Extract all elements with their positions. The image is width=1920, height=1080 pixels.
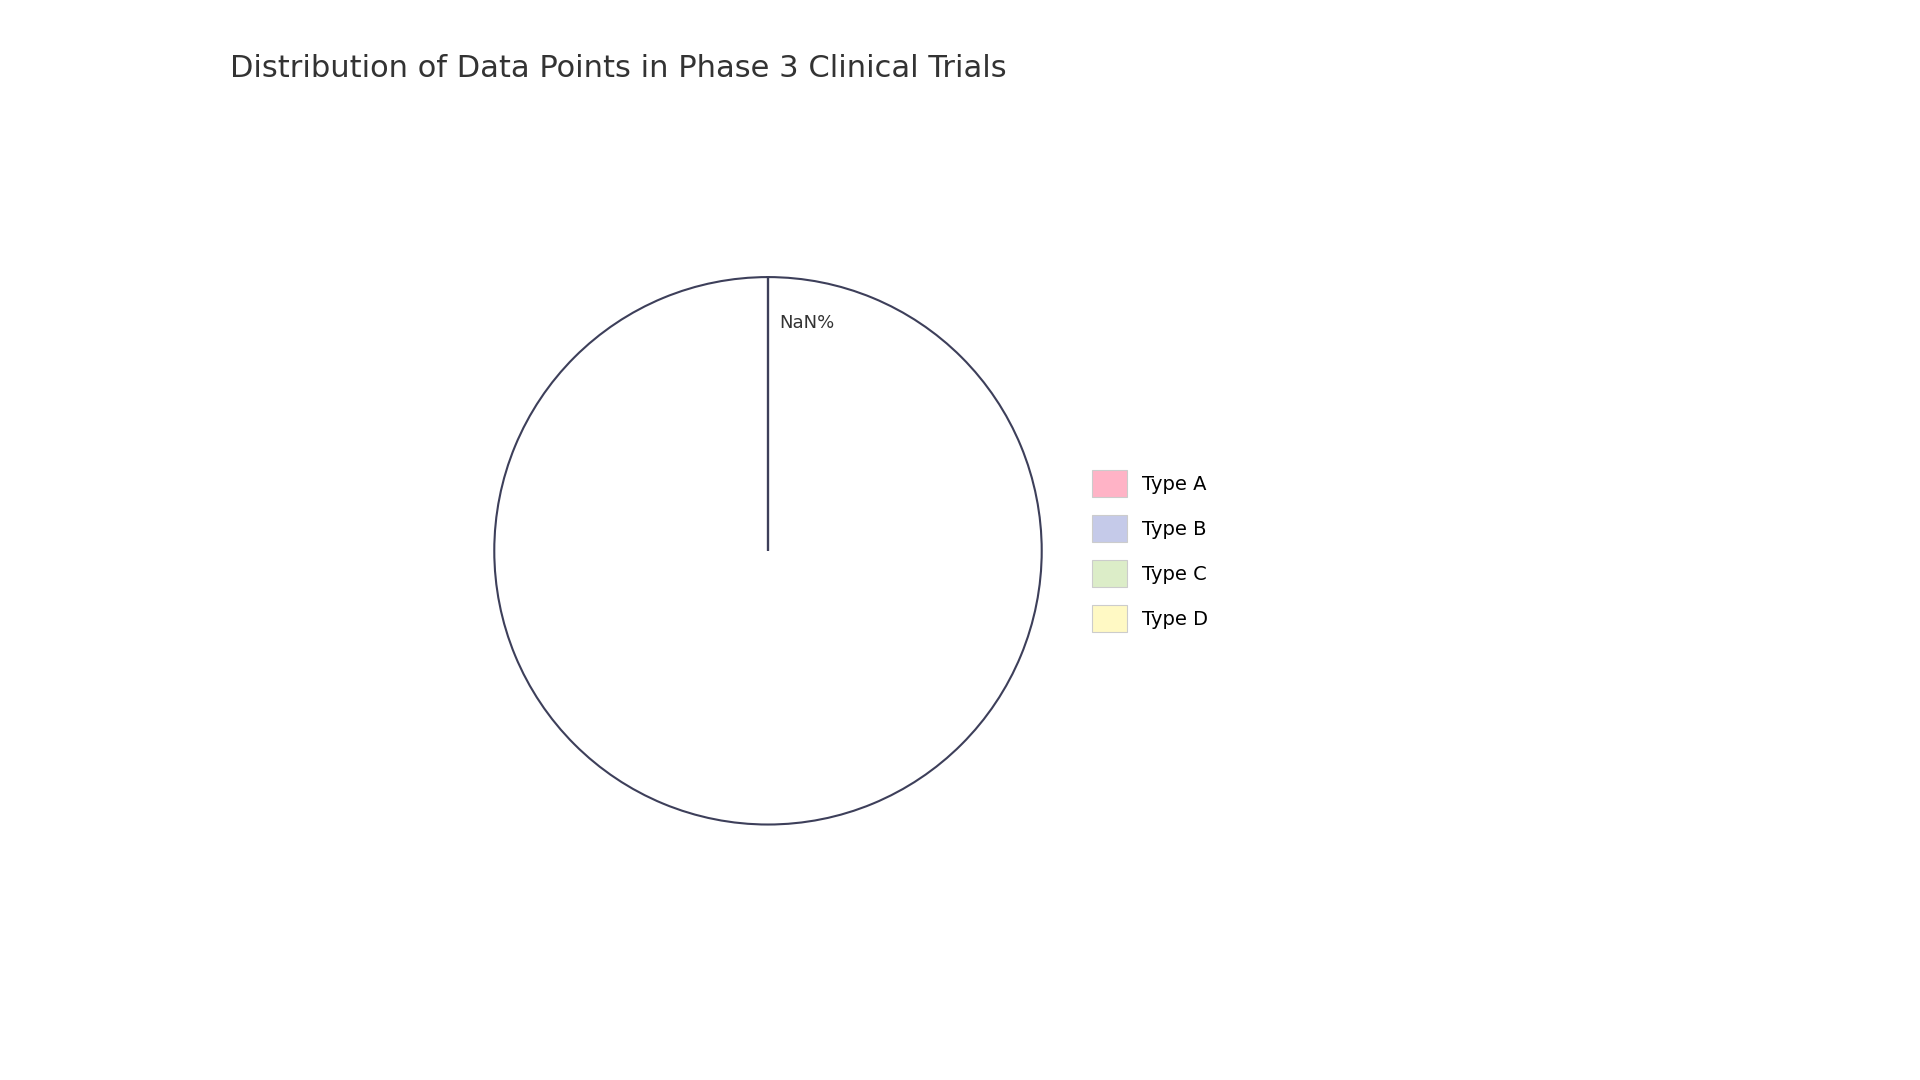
Text: Distribution of Data Points in Phase 3 Clinical Trials: Distribution of Data Points in Phase 3 C… <box>230 54 1006 83</box>
Legend: Type A, Type B, Type C, Type D: Type A, Type B, Type C, Type D <box>1081 460 1217 642</box>
Wedge shape <box>493 278 1043 824</box>
Text: NaN%: NaN% <box>780 313 835 332</box>
